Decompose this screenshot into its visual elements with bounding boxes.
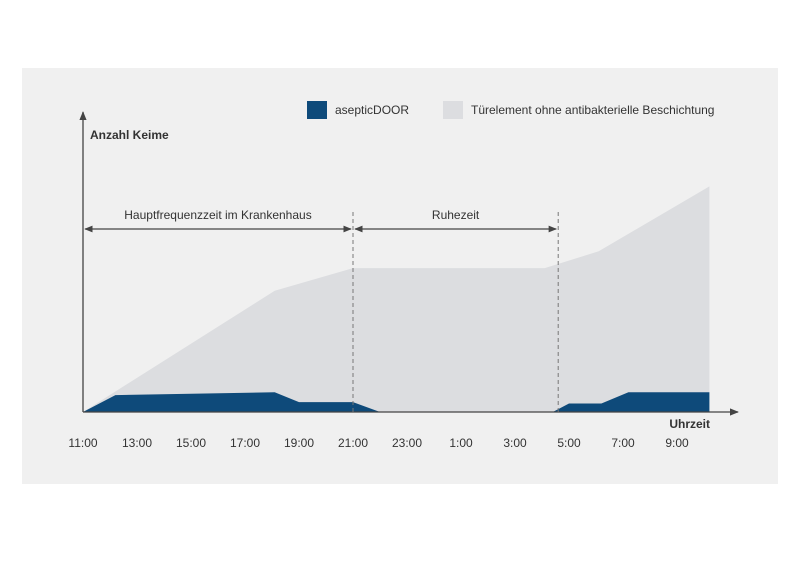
plot <box>83 186 710 412</box>
legend-swatch <box>443 101 463 119</box>
x-tick-label: 21:00 <box>338 436 368 450</box>
x-tick-label: 3:00 <box>503 436 527 450</box>
y-axis-label: Anzahl Keime <box>90 128 169 142</box>
x-tick-label: 23:00 <box>392 436 422 450</box>
legend-swatch <box>307 101 327 119</box>
x-tick-label: 19:00 <box>284 436 314 450</box>
area <box>83 392 710 412</box>
x-axis-label: Uhrzeit <box>669 417 710 431</box>
x-tick-label: 13:00 <box>122 436 152 450</box>
x-tick-label: 11:00 <box>68 436 97 450</box>
legend-label: asepticDOOR <box>335 103 409 117</box>
x-tick-label: 17:00 <box>230 436 260 450</box>
x-tick-label: 7:00 <box>611 436 635 450</box>
x-tick-label: 15:00 <box>176 436 206 450</box>
x-tick-label: 9:00 <box>665 436 689 450</box>
annotation-label: Ruhezeit <box>432 208 480 222</box>
x-tick-label: 1:00 <box>449 436 473 450</box>
annotation-label: Hauptfrequenzzeit im Krankenhaus <box>124 208 311 222</box>
area <box>83 186 710 412</box>
x-tick-label: 5:00 <box>557 436 581 450</box>
legend-label: Türelement ohne antibakterielle Beschich… <box>471 103 714 117</box>
